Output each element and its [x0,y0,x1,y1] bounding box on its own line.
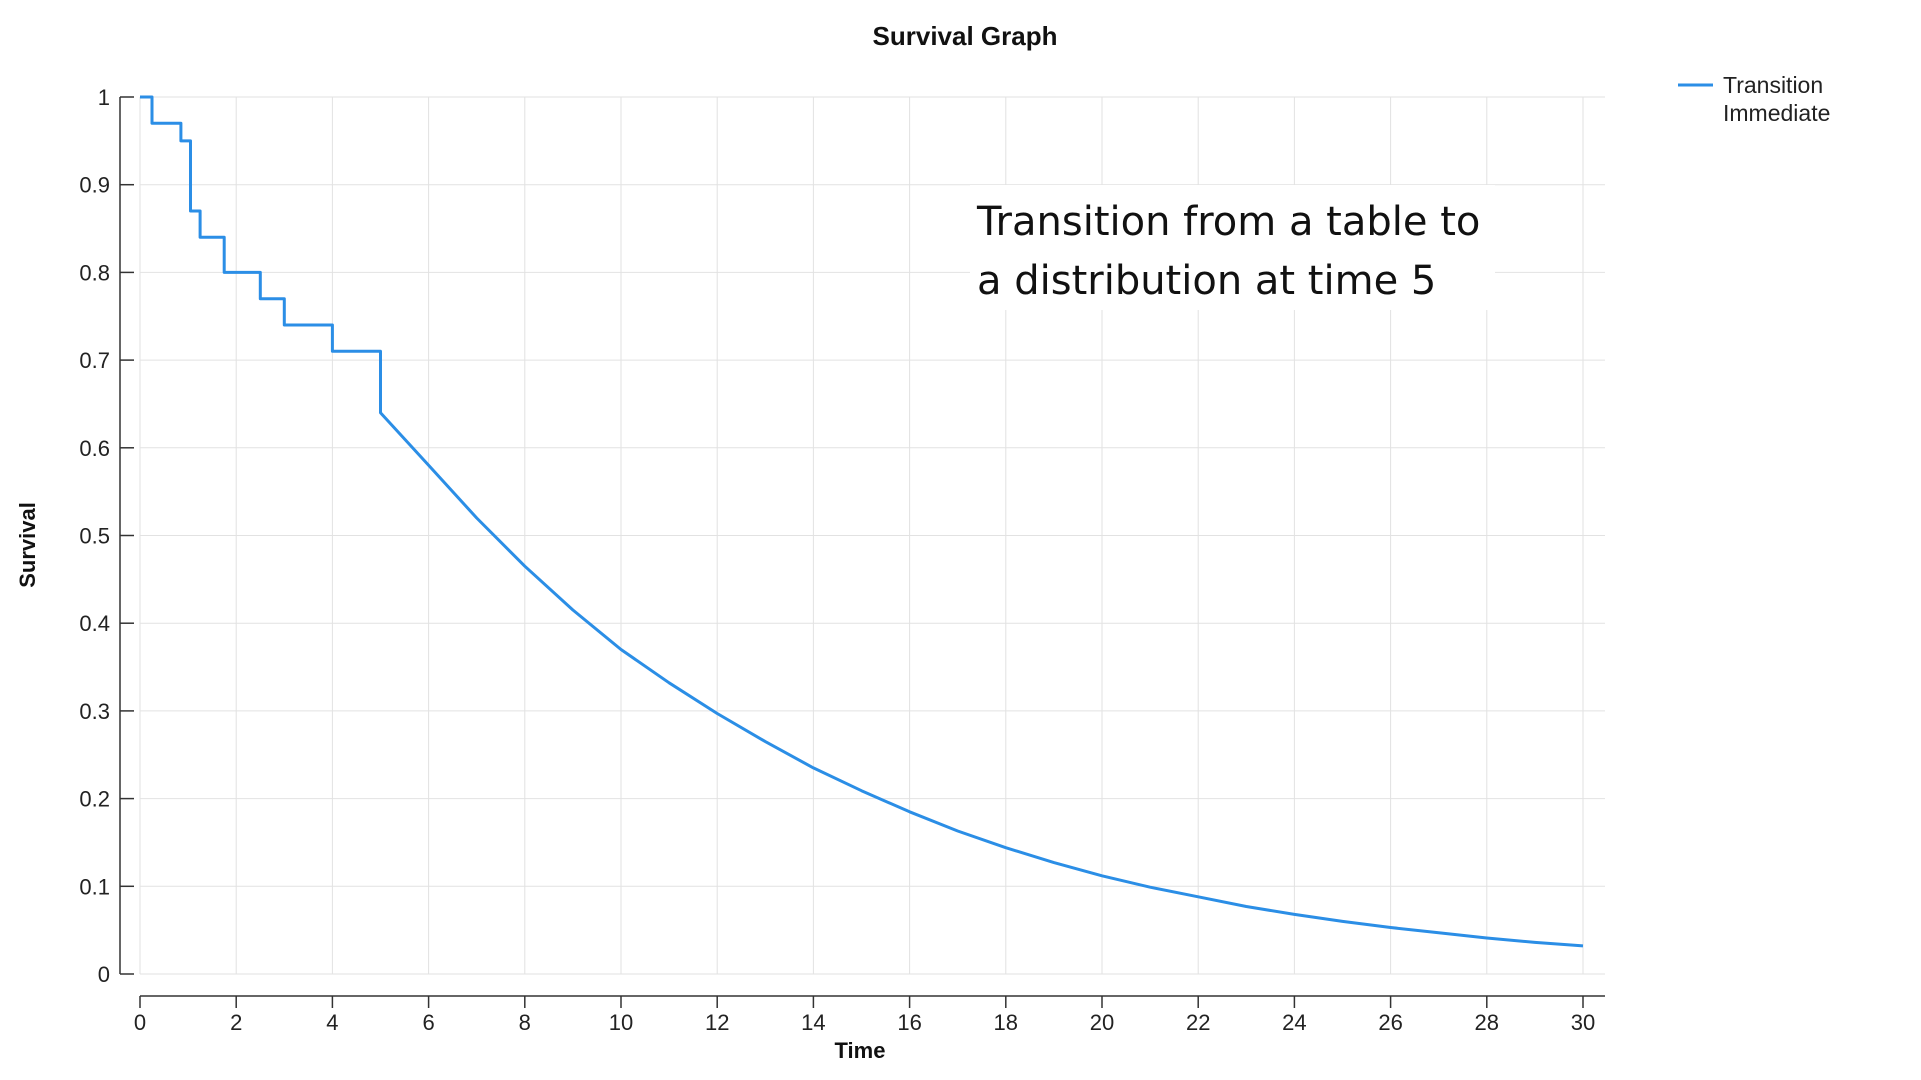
x-tick-label: 6 [422,1010,434,1035]
y-tick-label: 0.8 [79,260,110,285]
axes [119,96,1605,1008]
y-tick-label: 0.3 [79,699,110,724]
x-tick-label: 4 [326,1010,338,1035]
x-tick-label: 22 [1186,1010,1210,1035]
chart-title: Survival Graph [873,21,1058,51]
x-tick-label: 20 [1090,1010,1114,1035]
x-tick-label: 14 [801,1010,825,1035]
x-tick-label: 8 [519,1010,531,1035]
x-tick-label: 28 [1475,1010,1499,1035]
y-tick-label: 0.7 [79,348,110,373]
y-tick-label: 0.2 [79,787,110,812]
annotation-line-2: a distribution at time 5 [977,258,1436,304]
series-line [140,95,1584,948]
x-tick-label: 16 [897,1010,921,1035]
x-axis-title: Time [835,1038,886,1063]
x-tick-label: 30 [1571,1010,1595,1035]
x-tick-label: 12 [705,1010,729,1035]
legend: Transition Immediate [1678,72,1830,126]
x-tick-label: 0 [134,1010,146,1035]
y-tick-label: 0.9 [79,173,110,198]
x-tick-label: 18 [994,1010,1018,1035]
legend-label-line-1: Transition [1723,72,1823,98]
x-tick-label: 24 [1282,1010,1306,1035]
y-tick-label: 0 [98,962,110,987]
x-tick-label: 26 [1378,1010,1402,1035]
series [140,95,1584,948]
x-tick-label: 2 [230,1010,242,1035]
legend-label-line-2: Immediate [1723,100,1830,126]
x-tick-label: 10 [609,1010,633,1035]
y-tick-label: 0.5 [79,524,110,549]
tick-labels: 00.10.20.30.40.50.60.70.80.910 2 4 6 8 10 12 14… [79,85,1595,1035]
annotation-background [970,185,1495,310]
y-tick-label: 0.1 [79,874,110,899]
y-tick-label: 1 [98,85,110,110]
annotation-line-1: Transition from a table to [976,199,1480,245]
y-tick-label: 0.4 [79,611,110,636]
y-axis-title: Survival [15,502,40,588]
grid [139,96,1605,975]
y-tick-label: 0.6 [79,436,110,461]
